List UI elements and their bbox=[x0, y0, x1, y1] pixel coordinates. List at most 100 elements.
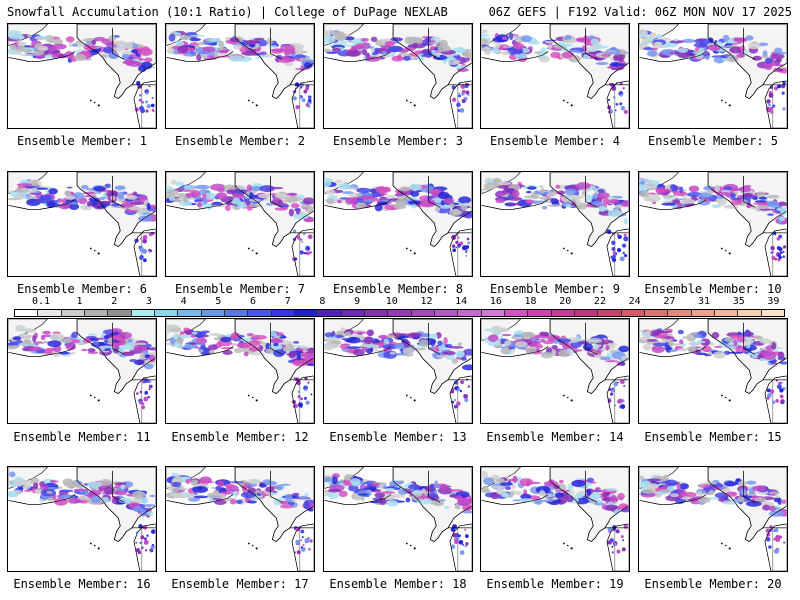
colorbar-swatch bbox=[481, 310, 505, 316]
colorbar-tick-label: 6 bbox=[249, 296, 257, 307]
ensemble-map-panel bbox=[323, 318, 473, 424]
snowfall-shading bbox=[639, 29, 787, 114]
colorbar-swatch bbox=[434, 310, 459, 316]
snowfall-shading bbox=[8, 324, 156, 410]
ensemble-map-panel bbox=[7, 466, 157, 572]
colorbar-tick-label: 8 bbox=[319, 296, 326, 307]
snowfall-map bbox=[481, 24, 629, 128]
snowfall-shading bbox=[324, 29, 472, 113]
ensemble-map-panel bbox=[638, 23, 788, 129]
snowfall-shading bbox=[639, 474, 787, 554]
colorbar-swatch bbox=[621, 310, 645, 316]
ensemble-map-panel bbox=[638, 318, 788, 424]
colorbar-swatch bbox=[61, 310, 85, 316]
ensemble-map-panel bbox=[323, 466, 473, 572]
snowfall-shading bbox=[8, 178, 156, 263]
colorbar-swatch bbox=[761, 310, 784, 316]
colorbar-tick-label: 39 bbox=[767, 296, 780, 307]
ensemble-map-panel bbox=[638, 171, 788, 277]
colorbar-swatch bbox=[224, 310, 249, 316]
colorbar-swatch bbox=[294, 310, 319, 316]
snowfall-map bbox=[481, 467, 629, 571]
ensemble-member-label: Ensemble Member: 16 bbox=[13, 577, 151, 591]
ensemble-map-panel bbox=[638, 466, 788, 572]
colorbar-tick-label: 7 bbox=[284, 296, 291, 307]
snowfall-map bbox=[166, 319, 314, 423]
colorbar-swatch bbox=[458, 310, 482, 316]
ensemble-map-panel bbox=[165, 318, 315, 424]
ensemble-member-label: Ensemble Member: 4 bbox=[489, 134, 621, 148]
snowfall-shading bbox=[639, 328, 787, 405]
colorbar-swatch bbox=[644, 310, 669, 316]
ensemble-member-label: Ensemble Member: 1 bbox=[16, 134, 148, 148]
colorbar-swatch bbox=[691, 310, 715, 316]
ensemble-member-label: Ensemble Member: 18 bbox=[329, 577, 467, 591]
snowfall-map bbox=[324, 24, 472, 128]
ensemble-member-label: Ensemble Member: 20 bbox=[644, 577, 782, 591]
colorbar-swatch bbox=[341, 310, 365, 316]
ensemble-member-label: Ensemble Member: 8 bbox=[332, 282, 464, 296]
colorbar-tick-label: 4 bbox=[180, 296, 187, 307]
snowfall-map bbox=[8, 24, 156, 128]
ensemble-member-label: Ensemble Member: 6 bbox=[16, 282, 148, 296]
colorbar-swatch bbox=[84, 310, 109, 316]
colorbar-tick-label: 9 bbox=[354, 296, 361, 307]
snowfall-map bbox=[639, 24, 787, 128]
ensemble-map-panel bbox=[7, 23, 157, 129]
ensemble-map-panel bbox=[165, 23, 315, 129]
snowfall-shading bbox=[324, 327, 472, 409]
snowfall-shading bbox=[166, 30, 314, 110]
ensemble-member-label: Ensemble Member: 15 bbox=[644, 430, 782, 444]
colorbar-tick-label: 14 bbox=[455, 296, 468, 307]
snowfall-map bbox=[166, 24, 314, 128]
colorbar-swatch bbox=[271, 310, 295, 316]
ensemble-map-panel bbox=[165, 171, 315, 277]
snowfall-map bbox=[8, 319, 156, 423]
ensemble-map-panel bbox=[480, 318, 630, 424]
run-valid-time: 06Z GEFS | F192 Valid: 06Z MON NOV 17 20… bbox=[488, 5, 792, 19]
colorbar-swatch bbox=[668, 310, 692, 316]
ensemble-map-panel bbox=[480, 466, 630, 572]
ensemble-map-panel bbox=[323, 23, 473, 129]
colorbar-swatch bbox=[714, 310, 739, 316]
ensemble-map-panel bbox=[480, 23, 630, 129]
ensemble-member-label: Ensemble Member: 2 bbox=[174, 134, 306, 148]
colorbar-tick-label: 22 bbox=[593, 296, 606, 307]
ensemble-member-label: Ensemble Member: 5 bbox=[647, 134, 779, 148]
snowfall-map bbox=[324, 319, 472, 423]
colorbar-swatch bbox=[108, 310, 132, 316]
colorbar-tick-label: 35 bbox=[732, 296, 745, 307]
snowfall-shading bbox=[8, 471, 156, 555]
colorbar-tick-label: 20 bbox=[559, 296, 572, 307]
snowfall-shading bbox=[166, 324, 314, 409]
ensemble-member-label: Ensemble Member: 7 bbox=[174, 282, 306, 296]
ensemble-member-label: Ensemble Member: 17 bbox=[171, 577, 309, 591]
ensemble-member-label: Ensemble Member: 19 bbox=[486, 577, 624, 591]
colorbar-tick-label: 1 bbox=[76, 296, 83, 307]
snowfall-map bbox=[481, 172, 629, 276]
colorbar-swatch bbox=[201, 310, 225, 316]
colorbar-tick-label: 2 bbox=[111, 296, 118, 307]
ensemble-member-label: Ensemble Member: 13 bbox=[329, 430, 467, 444]
ensemble-map-panel bbox=[7, 318, 157, 424]
ensemble-member-label: Ensemble Member: 10 bbox=[644, 282, 782, 296]
colorbar-swatch bbox=[738, 310, 762, 316]
colorbar-swatch bbox=[15, 310, 39, 316]
snowfall-shading bbox=[324, 473, 472, 555]
colorbar-swatch bbox=[528, 310, 552, 316]
colorbar-swatch bbox=[574, 310, 599, 316]
snowfall-shading bbox=[324, 178, 472, 257]
colorbar-swatch bbox=[318, 310, 342, 316]
colorbar-tick-label: 16 bbox=[489, 296, 502, 307]
snowfall-shading bbox=[8, 30, 156, 114]
colorbar-tick-label: 27 bbox=[663, 296, 676, 307]
colorbar-tick-label: 5 bbox=[215, 296, 222, 307]
snowfall-map bbox=[8, 467, 156, 571]
snowfall-colorbar bbox=[14, 309, 785, 317]
colorbar-swatch bbox=[154, 310, 179, 316]
ensemble-map-panel bbox=[7, 171, 157, 277]
snowfall-map bbox=[639, 467, 787, 571]
colorbar-swatch bbox=[248, 310, 272, 316]
colorbar-tick-label: 24 bbox=[628, 296, 641, 307]
ensemble-map-panel bbox=[480, 171, 630, 277]
